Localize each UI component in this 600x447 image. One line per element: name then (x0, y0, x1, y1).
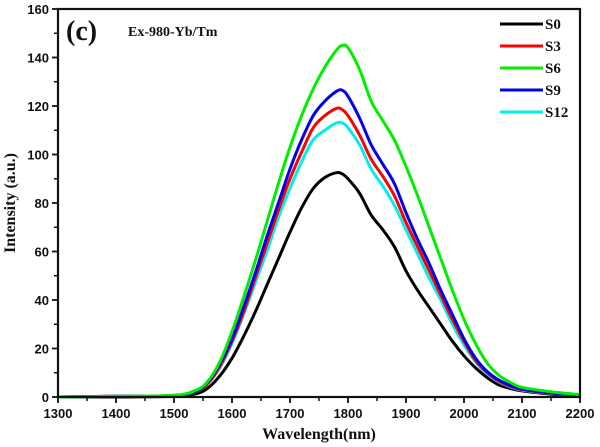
y-tick-label: 120 (27, 99, 49, 114)
legend-label-s12: S12 (545, 105, 568, 121)
series-line-s12 (57, 120, 581, 399)
x-tick-label: 1700 (276, 406, 305, 421)
y-axis-ticks: 0 20 40 60 80 100 120 140 160 (27, 2, 58, 405)
x-tick-label: 2200 (566, 406, 595, 421)
x-tick-label: 1400 (102, 406, 131, 421)
x-tick-label: 1800 (334, 406, 363, 421)
series-line-s3 (57, 106, 581, 399)
x-axis-ticks: 1300 1400 1500 1600 1700 1800 1900 2000 2100 2200 (44, 397, 595, 421)
y-tick-label: 100 (27, 148, 49, 163)
y-tick-label: 60 (35, 245, 49, 260)
x-tick-label: 2000 (450, 406, 479, 421)
y-tick-label: 160 (27, 2, 49, 17)
x-tick-label: 1900 (392, 406, 421, 421)
legend-label-s3: S3 (545, 39, 561, 55)
annotation: Ex-980-Yb/Tm (128, 25, 218, 40)
legend-label-s9: S9 (545, 83, 561, 99)
panel-label: (c) (66, 16, 97, 47)
x-axis-title: Wavelength(nm) (262, 426, 376, 443)
x-tick-label: 2100 (508, 406, 537, 421)
y-tick-label: 20 (35, 342, 49, 357)
y-tick-label: 0 (42, 390, 49, 405)
x-tick-label: 1500 (160, 406, 189, 421)
series-line-s0 (57, 170, 581, 399)
x-tick-label: 1600 (218, 406, 247, 421)
y-tick-label: 140 (27, 51, 49, 66)
series-line-s9 (57, 88, 581, 399)
legend: S0 S3 S6 S9 S12 (500, 17, 568, 121)
series-line-s6 (57, 43, 581, 399)
y-tick-label: 40 (35, 293, 49, 308)
y-axis-title: Intensity (a.u.) (2, 153, 19, 253)
legend-label-s0: S0 (545, 17, 561, 33)
x-tick-label: 1300 (44, 406, 73, 421)
legend-label-s6: S6 (545, 61, 561, 77)
series-lines (57, 43, 581, 399)
y-tick-label: 80 (35, 196, 49, 211)
